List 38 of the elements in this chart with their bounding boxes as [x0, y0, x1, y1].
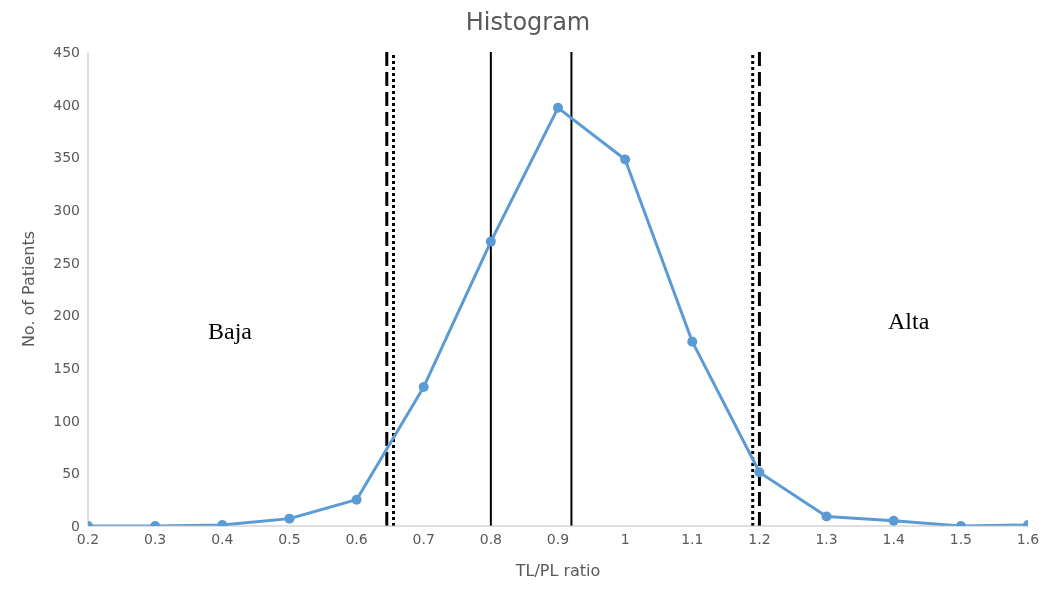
annotation: Alta: [888, 308, 930, 335]
point: [888, 515, 899, 526]
x-tick-label: 0.9: [546, 530, 570, 547]
x-tick-label: 0.6: [345, 530, 368, 547]
x-axis-title: TL/PL ratio: [514, 561, 601, 580]
x-tick-label: 0.8: [479, 530, 502, 547]
x-tick-label: 1.4: [882, 530, 905, 547]
y-tick-label: 200: [53, 307, 80, 324]
y-axis-title: No. of Patients: [18, 230, 38, 348]
y-tick-label: 100: [53, 412, 80, 429]
point: [687, 336, 698, 347]
x-tick-label: 0.3: [144, 530, 167, 547]
x-tick-label: 1.6: [1016, 530, 1040, 547]
y-tick-label: 350: [53, 149, 80, 166]
y-tick-label: 250: [53, 254, 80, 271]
point: [620, 154, 631, 165]
x-tick-label: 1: [620, 530, 630, 547]
annotation: Baja: [208, 318, 252, 345]
x-tick-label: 0.7: [412, 530, 435, 547]
x-tick-label: 1.1: [681, 530, 704, 547]
point: [485, 236, 496, 247]
y-tick-label: 450: [53, 43, 80, 60]
x-tick-label: 1.2: [748, 530, 771, 547]
x-tick-label: 0.5: [278, 530, 301, 547]
y-tick-label: 150: [53, 359, 80, 376]
point: [821, 511, 832, 522]
y-tick-label: 300: [53, 201, 80, 218]
y-tick-label: 400: [53, 96, 80, 113]
y-tick-label: 50: [62, 465, 80, 482]
x-tick-label: 0.4: [211, 530, 234, 547]
point: [754, 467, 765, 478]
point: [418, 381, 429, 392]
point: [284, 513, 295, 524]
chart-title: Histogram: [464, 8, 592, 36]
point: [351, 494, 362, 505]
x-tick-label: 1.3: [815, 530, 838, 547]
point: [553, 102, 563, 113]
x-tick-label: 1.5: [949, 530, 972, 547]
